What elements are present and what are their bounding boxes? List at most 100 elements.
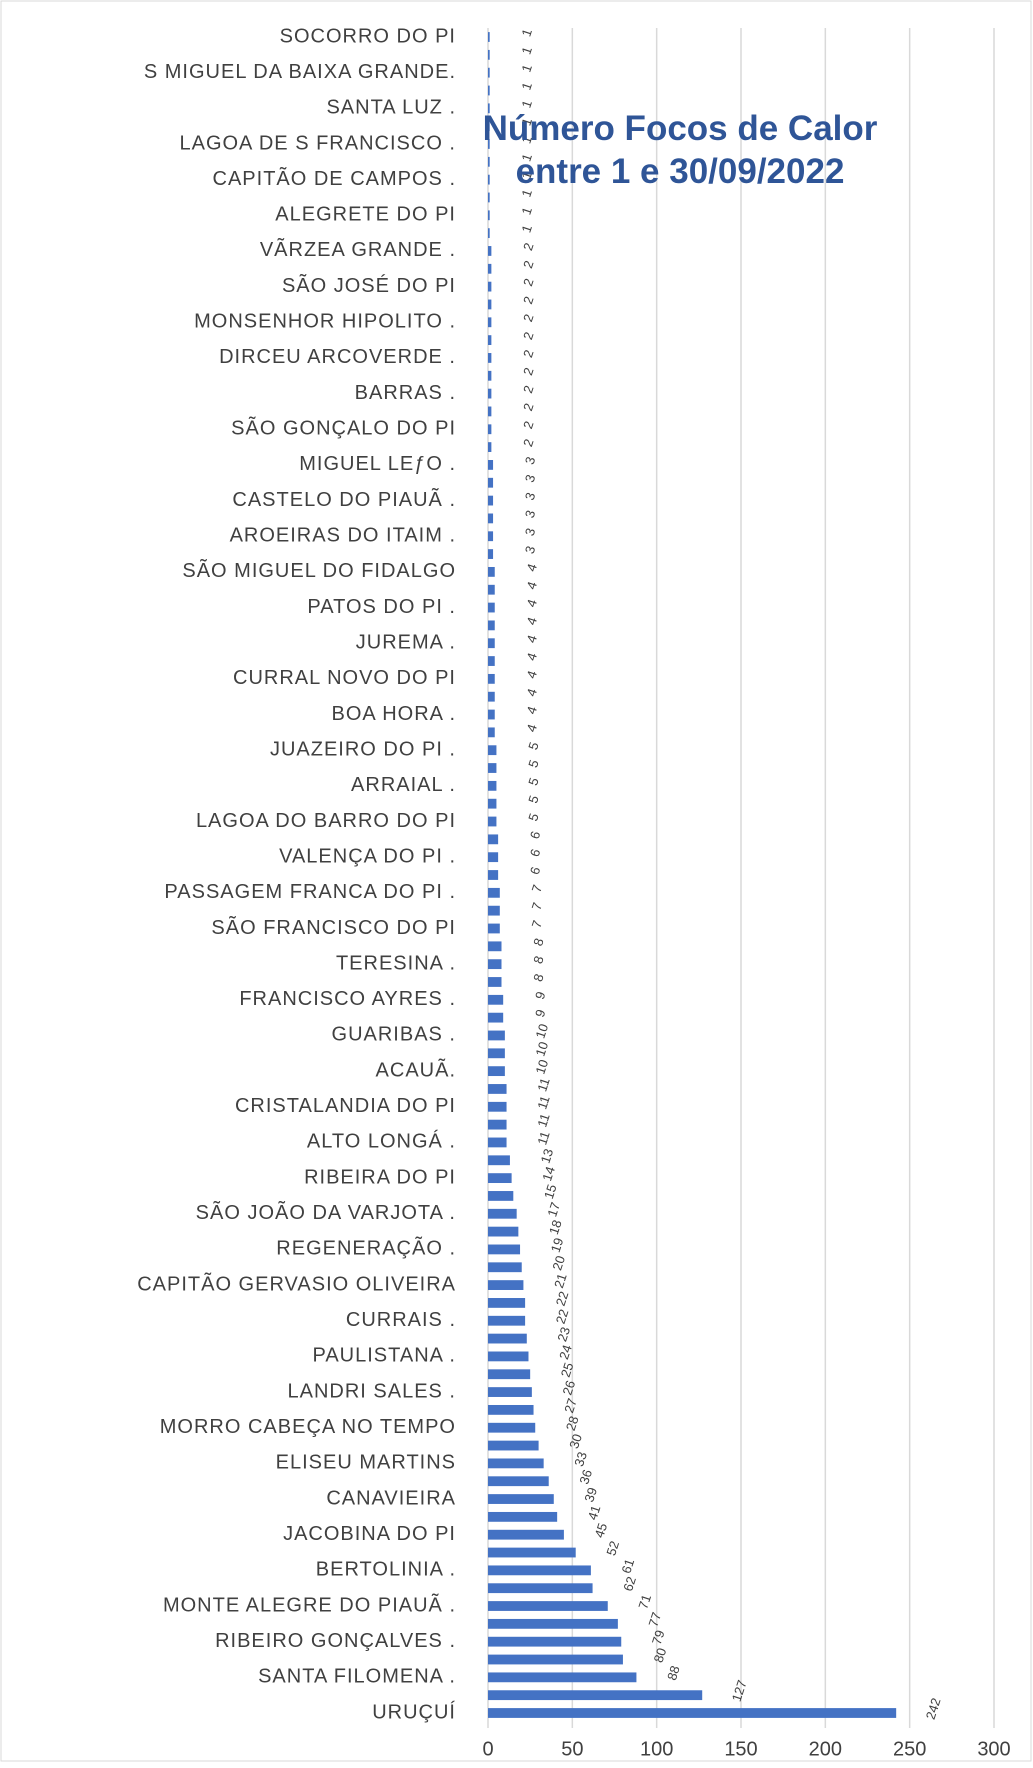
value-label: 7 [529,918,546,930]
y-tick-label: PATOS DO PI . [307,596,456,618]
y-tick-label: JUREMA . [356,631,456,653]
bar [488,1601,608,1611]
bar [488,513,494,524]
value-label: 4 [523,580,540,592]
y-tick-label: BERTOLINIA . [316,1559,456,1581]
y-tick-label: LAGOA DO BARRO DO PI [196,810,456,832]
value-label: 80 [651,1646,670,1664]
value-label: 39 [581,1486,600,1504]
value-label: 1 [518,98,535,110]
bar [488,994,504,1005]
value-label: 14 [539,1165,558,1183]
value-label: 27 [561,1396,580,1414]
y-tick-label: PASSAGEM FRANCA DO PI . [164,881,456,903]
bar [488,1298,526,1308]
bar [488,442,492,452]
y-tick-label: MONSENHOR HIPOLITO . [194,311,456,333]
bar [488,1404,534,1415]
value-label: 26 [559,1379,578,1397]
value-label: 2 [520,384,537,396]
x-tick-label: 300 [977,1738,1010,1760]
bar [488,281,492,292]
y-tick-label: FRANCISCO AYRES . [239,988,456,1010]
value-label: 41 [585,1503,604,1521]
value-label: 5 [525,740,542,752]
value-label: 24 [556,1343,575,1361]
bar [488,905,500,916]
bar [488,959,502,970]
bar [488,192,490,203]
y-tick-label: URUÇUÍ [372,1700,456,1723]
value-label: 5 [525,794,542,806]
y-tick-label: PAULISTANA . [312,1345,456,1367]
bar [488,1333,527,1344]
value-label: 1 [518,45,535,57]
y-tick-label: CASTELO DO PIAUÃ . [232,487,456,511]
bar [488,1440,539,1451]
bar [488,317,492,328]
y-tick-label: SÃO GONÇALO DO PI [231,416,456,440]
bar [488,1529,564,1540]
y-tick-label: CURRAIS . [346,1309,456,1331]
value-label: 7 [529,901,546,913]
bar [488,228,490,239]
y-tick-label: GUARIBAS . [332,1024,456,1046]
bar [488,709,495,720]
bar [488,1048,505,1059]
chart-title: Número Focos de Calor entre 1 e 30/09/202… [483,109,878,191]
y-tick-label: SOCORRO DO PI [280,25,456,47]
y-tick-label: VALENÇA DO PI . [279,845,456,867]
bar [488,1119,507,1130]
bar [488,977,502,987]
bar [488,1084,507,1094]
value-label: 61 [619,1557,638,1575]
value-label: 2 [520,277,537,289]
y-tick-label: ELISEU MARTINS [276,1452,456,1474]
value-label: 8 [530,936,547,948]
value-label: 79 [649,1628,668,1646]
y-tick-label: LANDRI SALES . [287,1380,456,1402]
y-tick-label: CRISTALANDIA DO PI [235,1095,456,1117]
value-label: 2 [520,294,537,306]
bar [488,1690,703,1701]
value-label: 28 [563,1414,582,1432]
y-tick-label: JUAZEIRO DO PI . [270,738,456,760]
value-label: 1 [518,170,535,182]
y-tick-label: RIBEIRO GONÇALVES . [215,1630,456,1652]
y-tick-label: AROEIRAS DO ITAIM . [230,525,456,547]
bar [488,353,492,363]
value-label: 4 [523,722,540,734]
value-label: 33 [571,1450,590,1468]
y-tick-label: VÃRZEA GRANDE . [260,237,456,261]
bar [488,798,497,809]
bar [488,174,490,185]
value-label: 4 [523,562,540,574]
value-label: 1 [518,134,535,146]
bar [488,1511,558,1522]
value-label: 9 [532,990,549,1002]
bar [488,299,492,310]
value-label: 1 [518,116,535,128]
value-label: 4 [523,633,540,645]
x-tick-label: 250 [893,1738,926,1760]
value-label: 242 [923,1696,944,1721]
y-tick-label: SANTA LUZ . [326,97,456,119]
bar [488,1226,519,1237]
value-label: 1 [518,63,535,75]
value-label: 6 [527,829,544,841]
y-tick-label: SÃO JOÃO DA VARJOTA . [196,1200,456,1224]
bar [488,584,495,595]
x-tick-label: 100 [640,1738,673,1760]
value-label: 18 [546,1218,565,1236]
bar [488,121,490,132]
value-label: 1 [518,223,535,235]
value-label: 1 [518,27,535,39]
bar [488,335,492,346]
value-label: 127 [729,1678,750,1703]
value-label: 4 [523,669,540,681]
value-label: 30 [566,1432,585,1450]
value-label: 1 [518,187,535,199]
bar [488,941,502,952]
y-tick-label: MONTE ALEGRE DO PIAUÃ . [163,1592,456,1616]
